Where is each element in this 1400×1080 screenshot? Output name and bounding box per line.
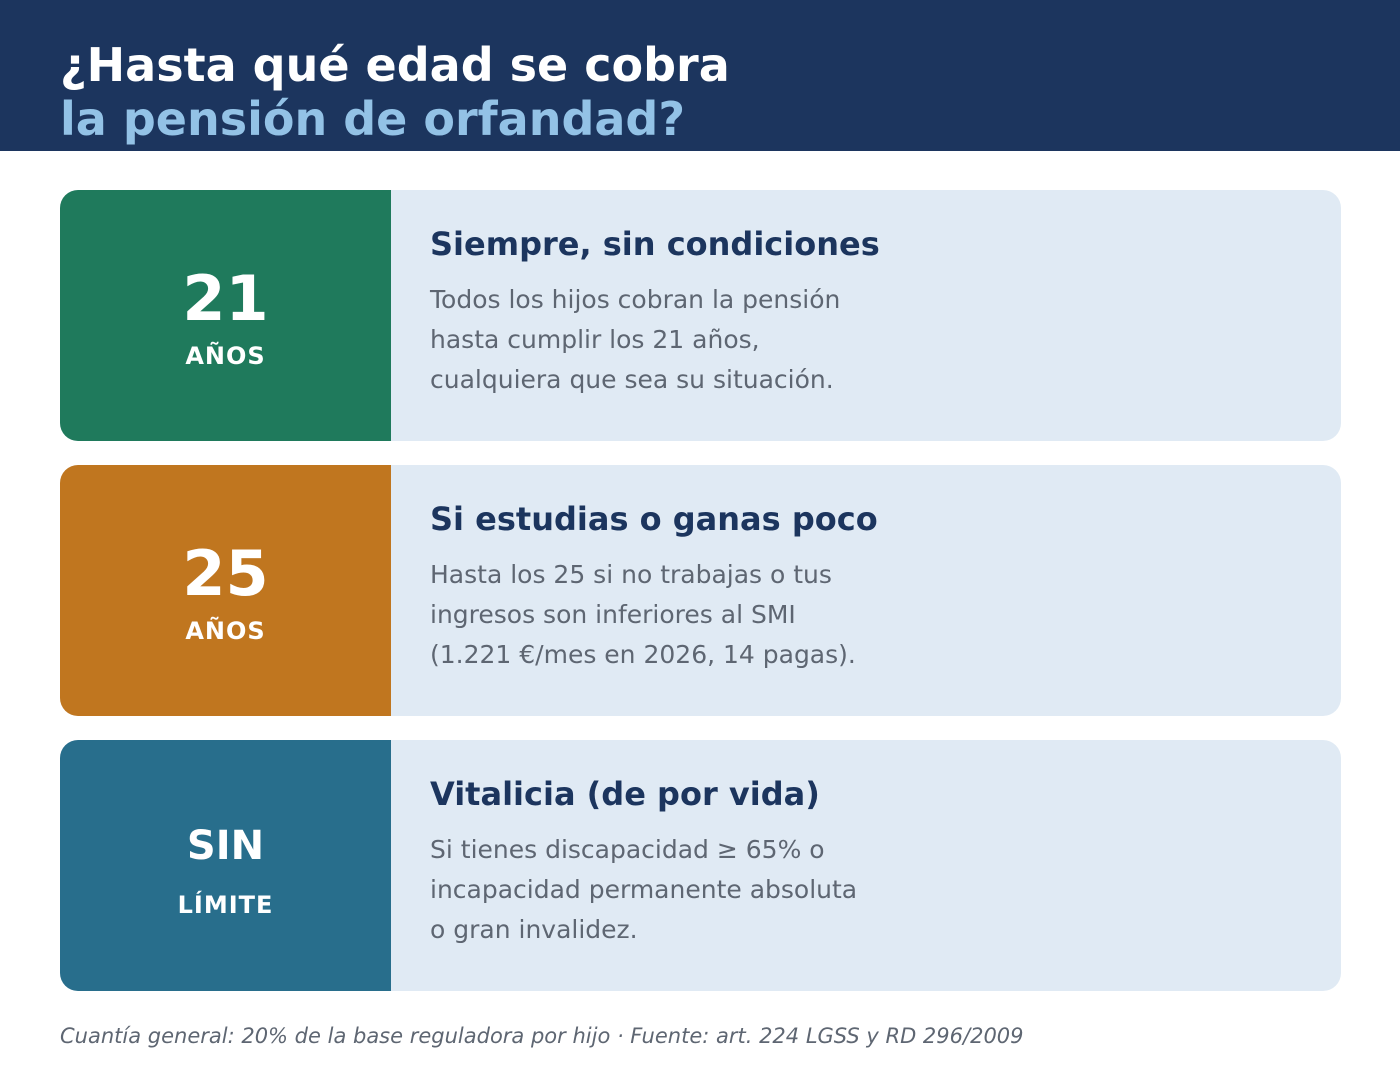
age-badge-unit: AÑOS: [185, 342, 266, 370]
card-21-years: 21 AÑOS Siempre, sin condiciones Todos l…: [60, 190, 1341, 441]
description-line: Si tienes discapacidad ≥ 65% o: [430, 835, 825, 864]
page-subtitle: la pensión de orfandad?: [60, 92, 686, 146]
card-description: Todos los hijos cobran la pensión hasta …: [430, 280, 1030, 400]
description-line: cualquiera que sea su situación.: [430, 365, 834, 394]
card-25-years: 25 AÑOS Si estudias o ganas poco Hasta l…: [60, 465, 1341, 716]
description-line: (1.221 €/mes en 2026, 14 pagas).: [430, 640, 856, 669]
age-badge-unit: LÍMITE: [177, 891, 274, 919]
page-title: ¿Hasta qué edad se cobra: [60, 38, 730, 92]
source-footnote: Cuantía general: 20% de la base regulado…: [60, 1024, 1024, 1048]
description-line: o gran invalidez.: [430, 915, 638, 944]
card-no-limit: SIN LÍMITE Vitalicia (de por vida) Si ti…: [60, 740, 1341, 991]
age-badge-value: 21: [182, 262, 269, 335]
description-line: Todos los hijos cobran la pensión: [430, 285, 841, 314]
description-line: Hasta los 25 si no trabajas o tus: [430, 560, 832, 589]
card-description: Hasta los 25 si no trabajas o tus ingres…: [430, 555, 1030, 675]
age-badge-unit: AÑOS: [185, 617, 266, 645]
age-badge-value: 25: [182, 537, 269, 610]
age-badge: 21 AÑOS: [60, 190, 391, 441]
age-badge-value: SIN: [186, 823, 265, 869]
card-title: Si estudias o ganas poco: [430, 500, 878, 538]
header-banner: ¿Hasta qué edad se cobra la pensión de o…: [0, 0, 1400, 151]
card-title: Siempre, sin condiciones: [430, 225, 880, 263]
card-description: Si tienes discapacidad ≥ 65% o incapacid…: [430, 830, 1030, 950]
description-line: ingresos son inferiores al SMI: [430, 600, 796, 629]
description-line: hasta cumplir los 21 años,: [430, 325, 760, 354]
description-line: incapacidad permanente absoluta: [430, 875, 858, 904]
age-badge: SIN LÍMITE: [60, 740, 391, 991]
card-title: Vitalicia (de por vida): [430, 775, 820, 813]
age-badge: 25 AÑOS: [60, 465, 391, 716]
